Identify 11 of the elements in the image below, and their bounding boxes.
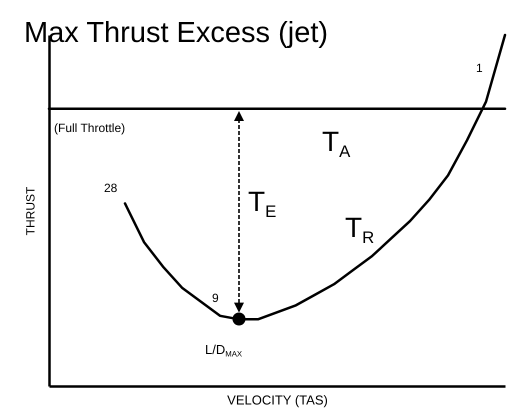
annotation: T$_{E}$ [248,186,276,221]
annotation: (Full Throttle) [54,121,126,135]
annotation: 1 [476,61,483,75]
series-label: T$_{A}$ [322,126,350,161]
y-axis-title: THRUST [24,186,38,236]
chart-title: Max Thrust Excess (jet) [24,16,328,49]
x-axis-title: VELOCITY (TAS) [227,392,328,408]
annotation: 28 [104,181,118,195]
annotation: L/D$_{MAX}$ [205,342,242,359]
series-label: T$_{R}$ [345,212,374,247]
annotation: 9 [212,291,219,305]
